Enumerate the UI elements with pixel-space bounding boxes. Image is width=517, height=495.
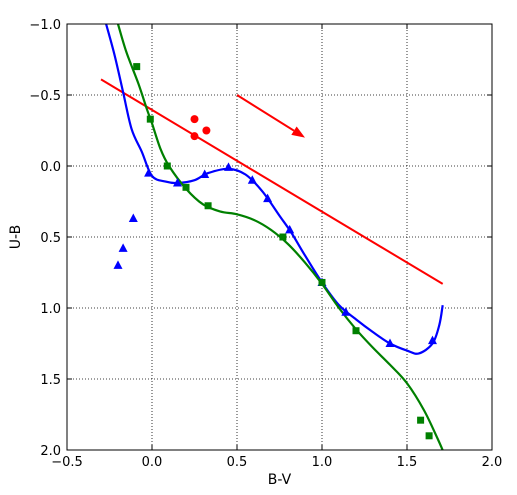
- x-tick-label: 0.5: [227, 455, 248, 470]
- reddening-arrow: [236, 94, 295, 132]
- x-tick-label: 0.0: [142, 455, 163, 470]
- series-0-point: [118, 243, 128, 252]
- x-tick-label: 2.0: [482, 455, 503, 470]
- y-tick-label: 1.5: [40, 373, 61, 388]
- y-tick-label: −0.5: [29, 89, 61, 104]
- series-0-point: [263, 193, 273, 203]
- series-0-point: [113, 260, 123, 269]
- series-1-point: [146, 115, 154, 123]
- series-1-point: [425, 432, 433, 440]
- series-1-point: [163, 162, 171, 170]
- y-tick-label: 2.0: [40, 444, 61, 459]
- y-tick-label: 0.5: [40, 231, 61, 246]
- y-axis-label: U-B: [8, 225, 24, 249]
- series-0-point: [341, 307, 351, 316]
- series-0-curve: [105, 24, 444, 355]
- series-0-point: [224, 162, 233, 171]
- series-1-point: [417, 416, 425, 424]
- plot-area: [100, 24, 444, 450]
- x-tick-label: −0.5: [51, 455, 83, 470]
- series-2-point: [190, 115, 199, 124]
- series-0-point: [173, 178, 182, 187]
- y-tick-label: 0.0: [40, 160, 61, 175]
- reddening-arrow-head: [291, 126, 305, 138]
- series-0-point: [247, 175, 257, 184]
- series-0-point: [385, 338, 395, 347]
- series-0-point: [428, 335, 437, 345]
- series-2-point: [202, 126, 211, 135]
- series-0-point: [144, 168, 154, 177]
- x-tick-label: 1.0: [312, 455, 333, 470]
- series-2-point: [190, 132, 199, 141]
- series-1-point: [279, 233, 287, 241]
- series-1-point: [204, 202, 212, 210]
- series-0-point: [200, 169, 210, 179]
- ticks: −0.5 0.0 0.5 1.0 1.5 2.0 −1.0 −0.5 0.0 0.5 1.0 1.5 2…: [29, 18, 502, 470]
- series-0-point: [285, 224, 295, 234]
- series-1-point: [318, 278, 326, 286]
- y-tick-label: −1.0: [29, 18, 61, 33]
- series-1-point: [352, 327, 360, 335]
- x-tick-label: 1.5: [397, 455, 418, 470]
- series-0-point: [128, 213, 138, 223]
- series-1-point: [133, 63, 141, 71]
- x-axis-label: B-V: [268, 472, 292, 488]
- y-tick-label: 1.0: [40, 302, 61, 317]
- reddening-line: [100, 78, 444, 285]
- series-1-point: [182, 183, 190, 191]
